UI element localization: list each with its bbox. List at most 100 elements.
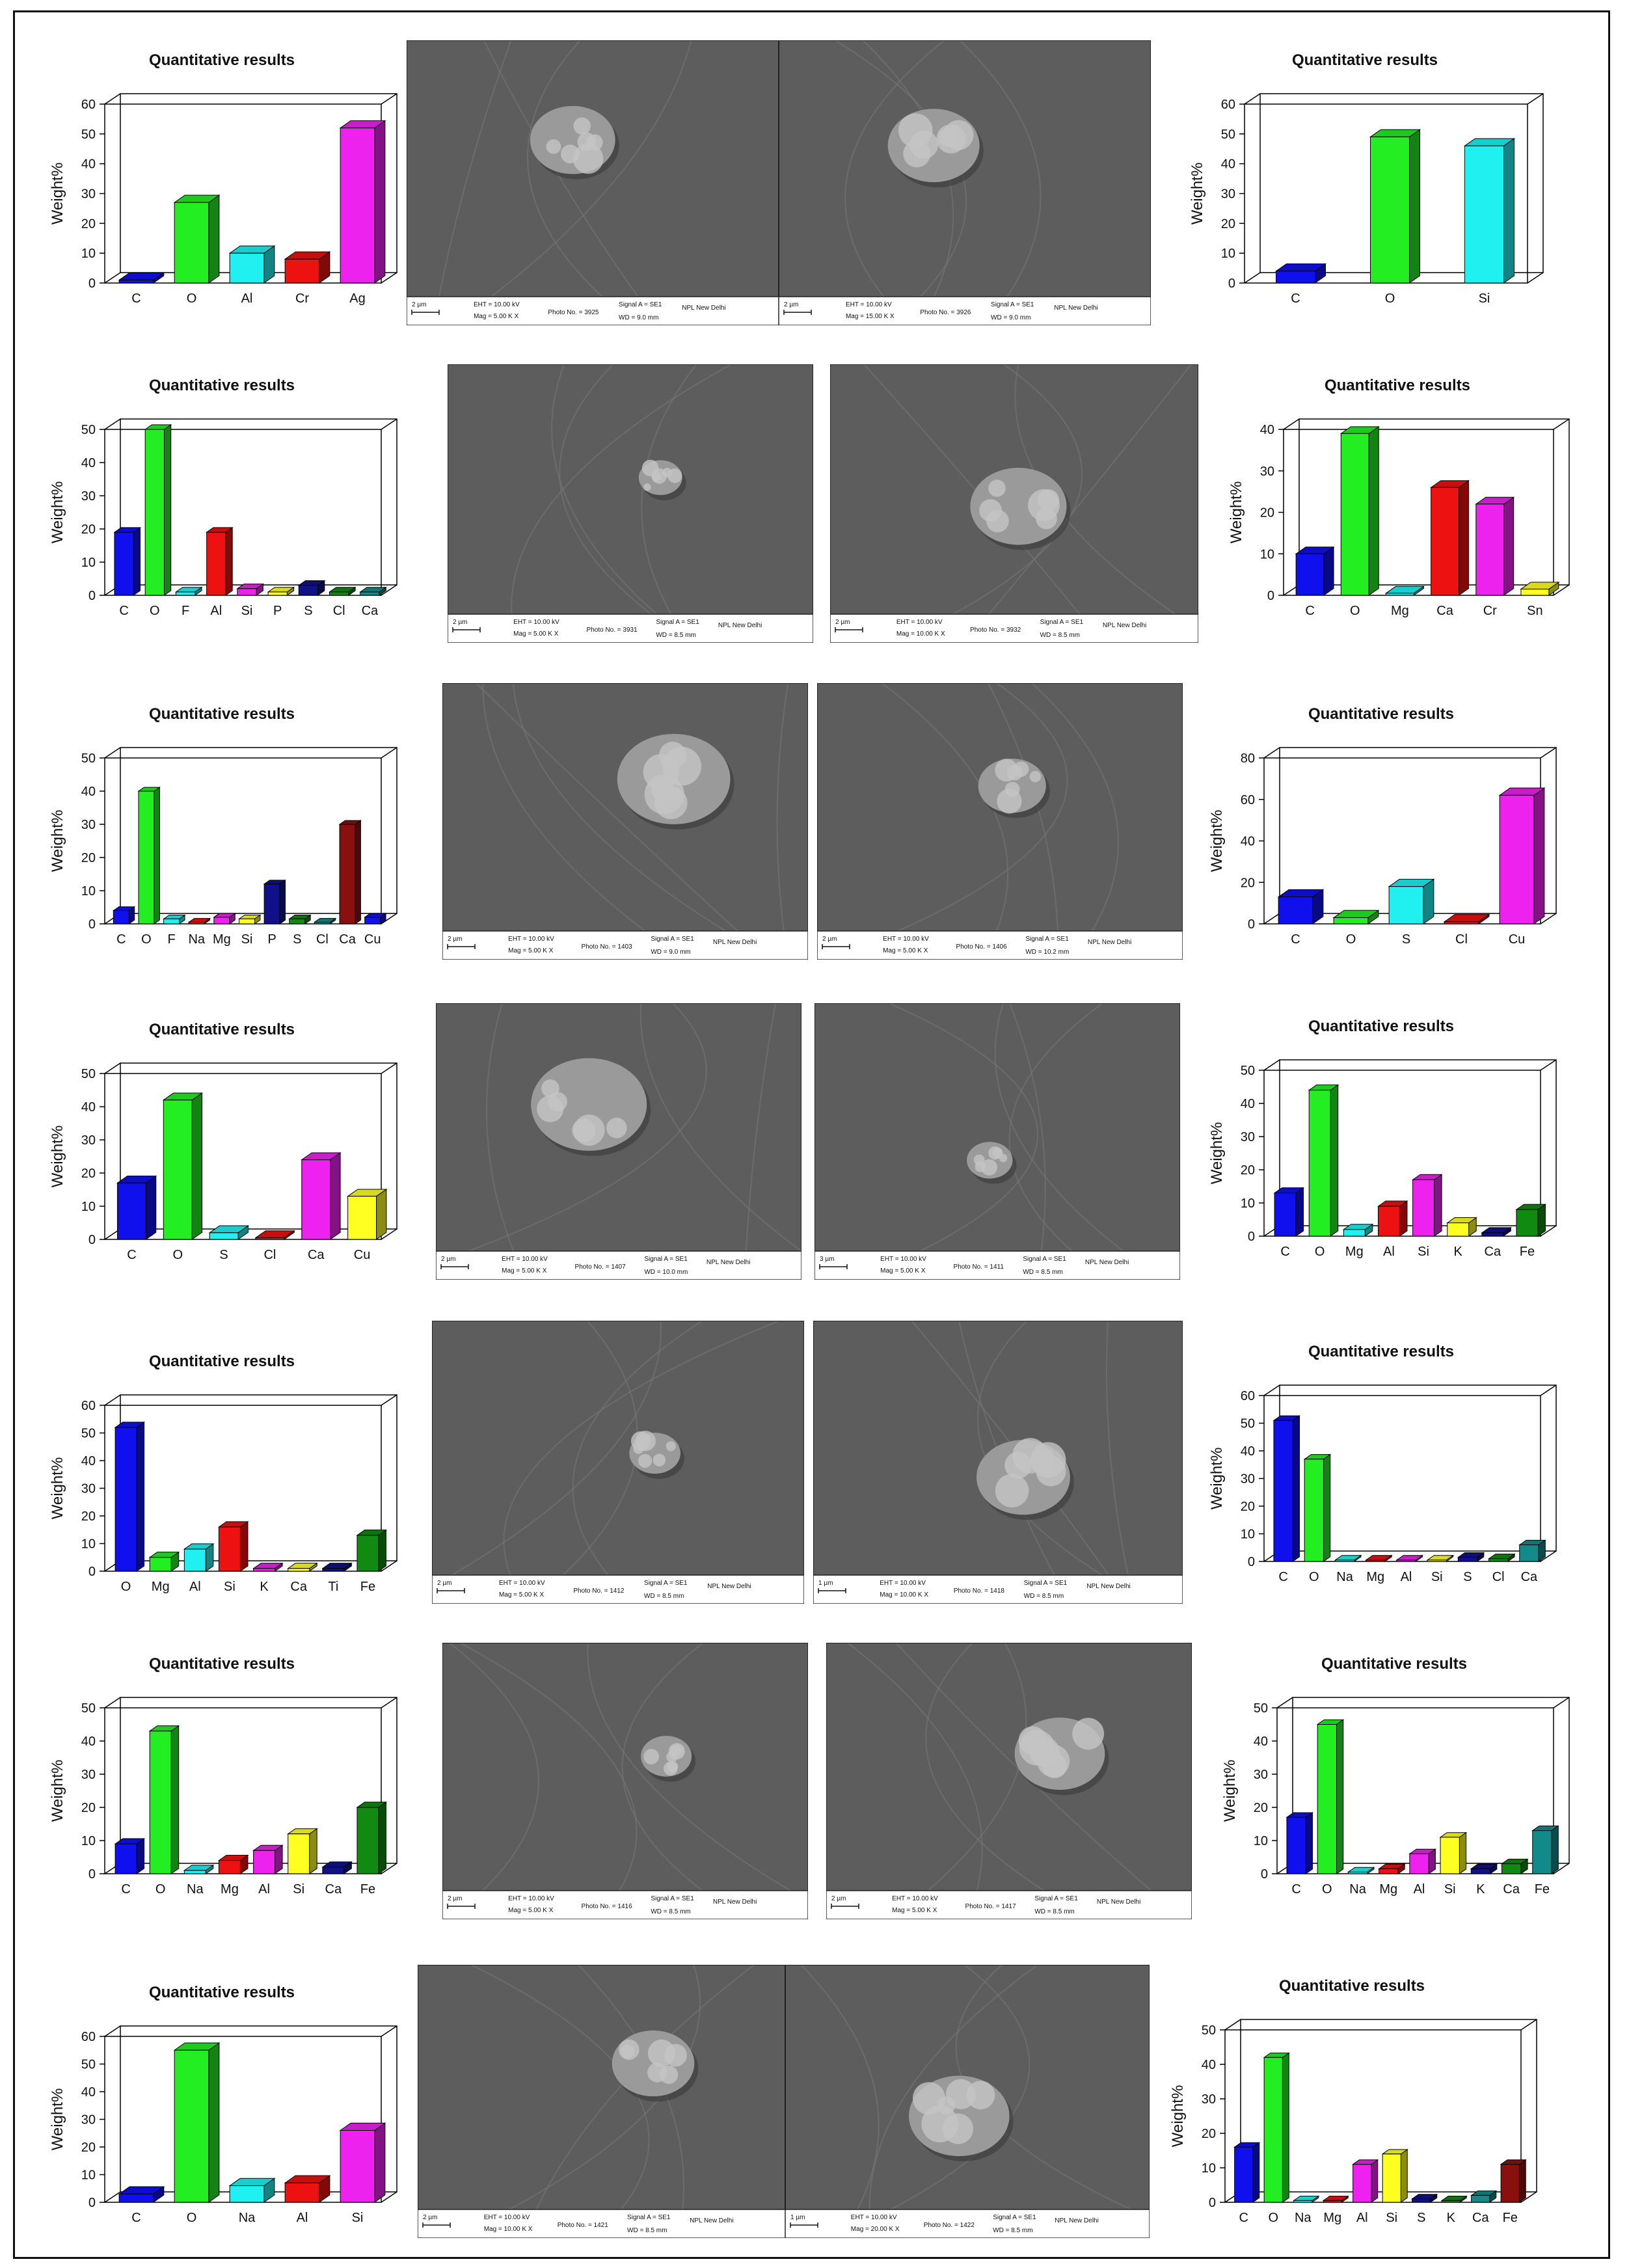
bar: [254, 1230, 295, 1240]
photo-number-label: Photo No. = 3926: [920, 309, 971, 316]
scale-bar-label: 2 µm: [437, 1580, 451, 1587]
x-tick-label: C: [1305, 604, 1314, 618]
bar: [288, 914, 312, 925]
y-tick-label: 40: [1202, 2058, 1216, 2072]
y-tick-label: 10: [81, 2168, 96, 2183]
photo-number-label: Photo No. = 1418: [954, 1587, 1005, 1595]
y-tick-label: 30: [81, 2113, 96, 2127]
bar: [1293, 2195, 1320, 2203]
x-tick-label: C: [1239, 2211, 1248, 2225]
bar: [148, 1551, 180, 1572]
working-distance-label: WD = 8.5 mm: [651, 1908, 690, 1915]
scale-bar: [835, 627, 863, 632]
lab-label: NPL New Delhi: [1085, 1259, 1129, 1266]
photo-number-label: Photo No. = 1412: [573, 1587, 625, 1595]
y-tick-label: 20: [81, 1509, 96, 1524]
bar: [114, 1421, 146, 1572]
y-tick-label: 0: [88, 2196, 96, 2210]
chart-title: Quantitative results: [149, 1984, 295, 2001]
y-tick-label: 60: [81, 98, 96, 112]
sem-micrograph-8: 3 µm EHT = 10.00 kV Mag = 5.00 K X Photo No…: [814, 1003, 1180, 1280]
bar: [1395, 1554, 1423, 1562]
photo-number-label: Photo No. = 3932: [970, 627, 1021, 634]
chart-title: Quantitative results: [149, 377, 295, 394]
scale-bar: [437, 1588, 465, 1593]
signal-label: Signal A = SE1: [991, 301, 1034, 308]
x-tick-label: Mg: [152, 1580, 170, 1594]
x-tick-label: O: [187, 2211, 197, 2225]
signal-label: Signal A = SE1: [627, 2214, 671, 2221]
x-tick-label: Mg: [221, 1882, 239, 1897]
sem-micrograph-9: 2 µm EHT = 10.00 kV Mag = 5.00 K X Photo No…: [432, 1321, 804, 1604]
particle: [967, 1142, 1017, 1184]
y-tick-label: 20: [81, 2140, 96, 2155]
photo-number-label: Photo No. = 1416: [582, 1903, 633, 1910]
x-tick-label: C: [116, 932, 126, 947]
x-tick-label: Fe: [1535, 1882, 1550, 1897]
bar: [116, 1175, 157, 1240]
y-tick-label: 0: [88, 1233, 96, 1247]
x-tick-label: Cu: [1509, 932, 1526, 947]
y-tick-label: 10: [81, 556, 96, 570]
bar: [1272, 1415, 1301, 1562]
bar: [183, 1864, 215, 1874]
bar: [359, 586, 387, 596]
bar: [174, 586, 203, 596]
bar: [183, 1543, 215, 1572]
y-tick-label: 60: [81, 2030, 96, 2044]
bar: [1295, 546, 1335, 596]
y-tick-label: 20: [1241, 1500, 1255, 1514]
signal-label: Signal A = SE1: [1034, 1895, 1078, 1902]
eht-label: EHT = 10.00 kV: [896, 619, 943, 626]
photo-number-label: Photo No. = 1407: [575, 1263, 626, 1271]
bar: [284, 2175, 331, 2203]
x-tick-label: Ca: [308, 1248, 325, 1262]
bar: [118, 2186, 165, 2203]
particle: [531, 1058, 651, 1156]
bar: [1308, 1084, 1340, 1237]
bar: [228, 2178, 276, 2203]
lab-label: NPL New Delhi: [718, 622, 762, 629]
y-tick-label: 20: [1202, 2127, 1216, 2141]
bar: [213, 912, 236, 925]
micrograph-svg: 2 µm EHT = 10.00 kV Mag = 5.00 K X Photo No…: [442, 1643, 808, 1919]
y-tick-label: 60: [1241, 1389, 1255, 1403]
bar: [1531, 1825, 1559, 1874]
scale-bar-label: 2 µm: [831, 1895, 846, 1902]
micrograph-svg: 2 µm EHT = 10.00 kV Mag = 5.00 K X Photo No…: [432, 1321, 804, 1604]
x-tick-label: O: [1268, 2211, 1278, 2225]
y-axis-label: Weight%: [1208, 1122, 1226, 1185]
micrograph-background: [418, 1965, 785, 2209]
bar: [313, 917, 337, 925]
scale-bar: [447, 944, 476, 949]
eht-label: EHT = 10.00 kV: [880, 1256, 926, 1263]
eds-chart-1: Quantitative results Weight% 0 10 20 30 40 50 60…: [36, 46, 407, 319]
sem-micrograph-7: 2 µm EHT = 10.00 kV Mag = 5.00 K X Photo No…: [436, 1003, 801, 1280]
y-tick-label: 30: [81, 1768, 96, 1782]
y-tick-label: 40: [1241, 1444, 1255, 1459]
bar: [1303, 1453, 1332, 1562]
y-tick-label: 0: [88, 917, 96, 932]
bar: [1430, 479, 1470, 596]
x-tick-label: Ca: [325, 1882, 342, 1897]
x-tick-label: C: [119, 604, 128, 618]
bar: [1277, 889, 1325, 925]
x-tick-label: C: [1291, 932, 1300, 947]
photo-number-label: Photo No. = 1406: [956, 943, 1008, 951]
eds-chart-14: Quantitative results Weight% 0 10 20 30 40 50 C O…: [1157, 1971, 1547, 2238]
x-tick-label: S: [304, 604, 312, 618]
eds-chart-12: Quantitative results Weight% 0 10 20 30 40 50 C O…: [1209, 1649, 1580, 1910]
y-tick-label: 0: [1228, 277, 1235, 291]
x-tick-label: Si: [241, 932, 253, 947]
magnification-label: Mag = 5.00 K X: [513, 630, 559, 638]
chart-svg: Quantitative results Weight% 0 10 20 30 40 C O Mg…: [1228, 377, 1570, 618]
bar: [206, 526, 234, 596]
bar: [208, 1225, 249, 1240]
bar: [301, 1152, 342, 1240]
working-distance-label: WD = 8.5 mm: [656, 632, 695, 639]
signal-label: Signal A = SE1: [1040, 619, 1084, 626]
x-tick-label: Ca: [1485, 1245, 1501, 1259]
eds-chart-11: Quantitative results Weight% 0 10 20 30 40 50 C O…: [36, 1649, 407, 1910]
chart-title: Quantitative results: [149, 1655, 295, 1673]
y-axis-label: Weight%: [1208, 1448, 1226, 1510]
